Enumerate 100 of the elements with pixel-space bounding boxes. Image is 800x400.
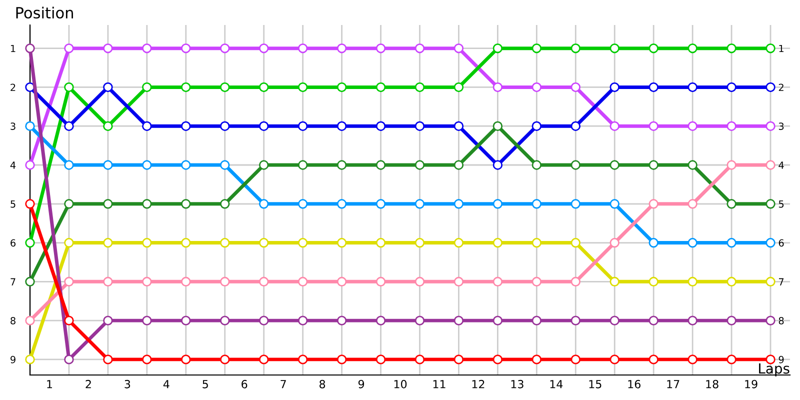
point [142, 82, 152, 92]
point [492, 82, 503, 92]
y2-tick-label: 9 [778, 356, 784, 364]
point [220, 354, 230, 364]
x-tick-label: 7 [280, 380, 286, 388]
point [258, 276, 269, 287]
x-tick-label: 8 [320, 380, 326, 388]
point [298, 199, 308, 209]
point [336, 160, 347, 170]
point [492, 160, 503, 170]
point [103, 316, 113, 326]
point [298, 316, 308, 326]
point [648, 238, 658, 248]
point [258, 82, 269, 92]
point [610, 199, 620, 209]
point [532, 354, 542, 364]
point [454, 316, 464, 326]
point [25, 316, 35, 326]
y-tick-label: 5 [10, 200, 16, 208]
x-tick-label: 1 [47, 380, 52, 388]
point [181, 160, 191, 170]
point [142, 43, 152, 54]
point [414, 43, 425, 54]
y2-tick-label: 5 [778, 200, 784, 208]
point [532, 82, 542, 92]
point [258, 238, 269, 248]
y-tick-label: 2 [10, 84, 16, 91]
point [376, 238, 386, 248]
x-tick-label: 13 [511, 380, 524, 388]
point [688, 160, 698, 170]
point [648, 160, 658, 170]
point [181, 238, 191, 248]
point [492, 276, 503, 287]
point [258, 354, 269, 364]
x-tick-label: 9 [358, 380, 364, 388]
point [414, 160, 425, 170]
point [64, 43, 74, 54]
point [220, 43, 230, 54]
point [766, 199, 776, 209]
x-tick-label: 12 [472, 380, 484, 388]
point [726, 238, 736, 248]
point [766, 238, 776, 248]
point [376, 354, 386, 364]
point [181, 276, 191, 287]
point [258, 160, 269, 170]
point [492, 121, 503, 131]
point [688, 276, 698, 287]
point [726, 160, 736, 170]
point [610, 121, 620, 131]
point [376, 43, 386, 54]
point [220, 238, 230, 248]
point [142, 316, 152, 326]
point [64, 354, 74, 364]
x-tick-label: 10 [394, 380, 407, 388]
point [414, 238, 425, 248]
point [766, 43, 776, 54]
point [532, 238, 542, 248]
point [726, 121, 736, 131]
point [258, 43, 269, 54]
point [220, 82, 230, 92]
point [142, 121, 152, 131]
point [454, 160, 464, 170]
point [142, 199, 152, 209]
point [570, 238, 581, 248]
point [610, 160, 620, 170]
point [258, 199, 269, 209]
point [64, 238, 74, 248]
point [648, 43, 658, 54]
point [181, 316, 191, 326]
point [414, 276, 425, 287]
point [414, 82, 425, 92]
x-tick-label: 14 [550, 380, 563, 388]
x-tick-label: 4 [163, 380, 170, 388]
point [298, 121, 308, 131]
point [610, 276, 620, 287]
point [492, 354, 503, 364]
x-tick-label: 19 [745, 380, 758, 388]
y2-tick-label: 4 [778, 162, 784, 169]
point [336, 82, 347, 92]
point [103, 160, 113, 170]
point [298, 276, 308, 287]
point [376, 82, 386, 92]
x-tick-label: 6 [242, 380, 248, 388]
point [181, 121, 191, 131]
point [610, 82, 620, 92]
point [766, 160, 776, 170]
point [688, 121, 698, 131]
point [142, 276, 152, 287]
point [298, 82, 308, 92]
point [766, 121, 776, 131]
point [181, 354, 191, 364]
point [570, 82, 581, 92]
point [336, 238, 347, 248]
point [688, 199, 698, 209]
y-tick-label: 9 [10, 356, 16, 364]
point [142, 354, 152, 364]
point [688, 43, 698, 54]
point [414, 354, 425, 364]
point [454, 82, 464, 92]
point [298, 43, 308, 54]
